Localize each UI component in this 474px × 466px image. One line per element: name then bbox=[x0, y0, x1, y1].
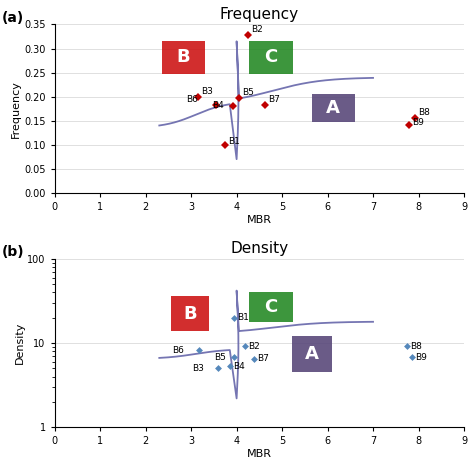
Text: B2: B2 bbox=[251, 25, 263, 34]
Title: Density: Density bbox=[230, 241, 288, 256]
Text: B8: B8 bbox=[418, 108, 430, 117]
Bar bbox=[162, 41, 205, 74]
Text: B5: B5 bbox=[242, 88, 254, 96]
Y-axis label: Frequency: Frequency bbox=[11, 80, 21, 137]
Text: (a): (a) bbox=[1, 11, 24, 25]
Bar bbox=[249, 292, 292, 322]
Text: B7: B7 bbox=[257, 354, 269, 363]
Text: B3: B3 bbox=[192, 364, 204, 373]
X-axis label: MBR: MBR bbox=[247, 215, 272, 225]
Text: C: C bbox=[264, 48, 278, 66]
X-axis label: MBR: MBR bbox=[247, 449, 272, 459]
Text: B6: B6 bbox=[172, 346, 184, 355]
Text: B8: B8 bbox=[410, 342, 422, 350]
Text: B4: B4 bbox=[212, 101, 224, 110]
Text: B1: B1 bbox=[228, 137, 240, 146]
Bar bbox=[292, 336, 332, 372]
Text: B6: B6 bbox=[187, 95, 199, 104]
Title: Frequency: Frequency bbox=[220, 7, 299, 22]
Text: B9: B9 bbox=[412, 118, 424, 127]
Text: B2: B2 bbox=[248, 342, 260, 350]
Text: B4: B4 bbox=[233, 362, 245, 371]
Bar bbox=[171, 296, 210, 331]
Y-axis label: Density: Density bbox=[15, 322, 25, 364]
Text: B9: B9 bbox=[415, 353, 427, 362]
Text: A: A bbox=[326, 99, 340, 116]
Bar bbox=[311, 94, 355, 122]
Text: B: B bbox=[176, 48, 190, 66]
Text: B7: B7 bbox=[268, 95, 280, 104]
Text: A: A bbox=[305, 345, 319, 363]
Text: C: C bbox=[264, 298, 278, 316]
Text: B1: B1 bbox=[237, 313, 249, 322]
Text: B3: B3 bbox=[201, 87, 213, 96]
Bar bbox=[249, 41, 292, 74]
Text: (b): (b) bbox=[1, 246, 24, 260]
Text: B: B bbox=[183, 304, 197, 322]
Text: B5: B5 bbox=[214, 353, 226, 362]
